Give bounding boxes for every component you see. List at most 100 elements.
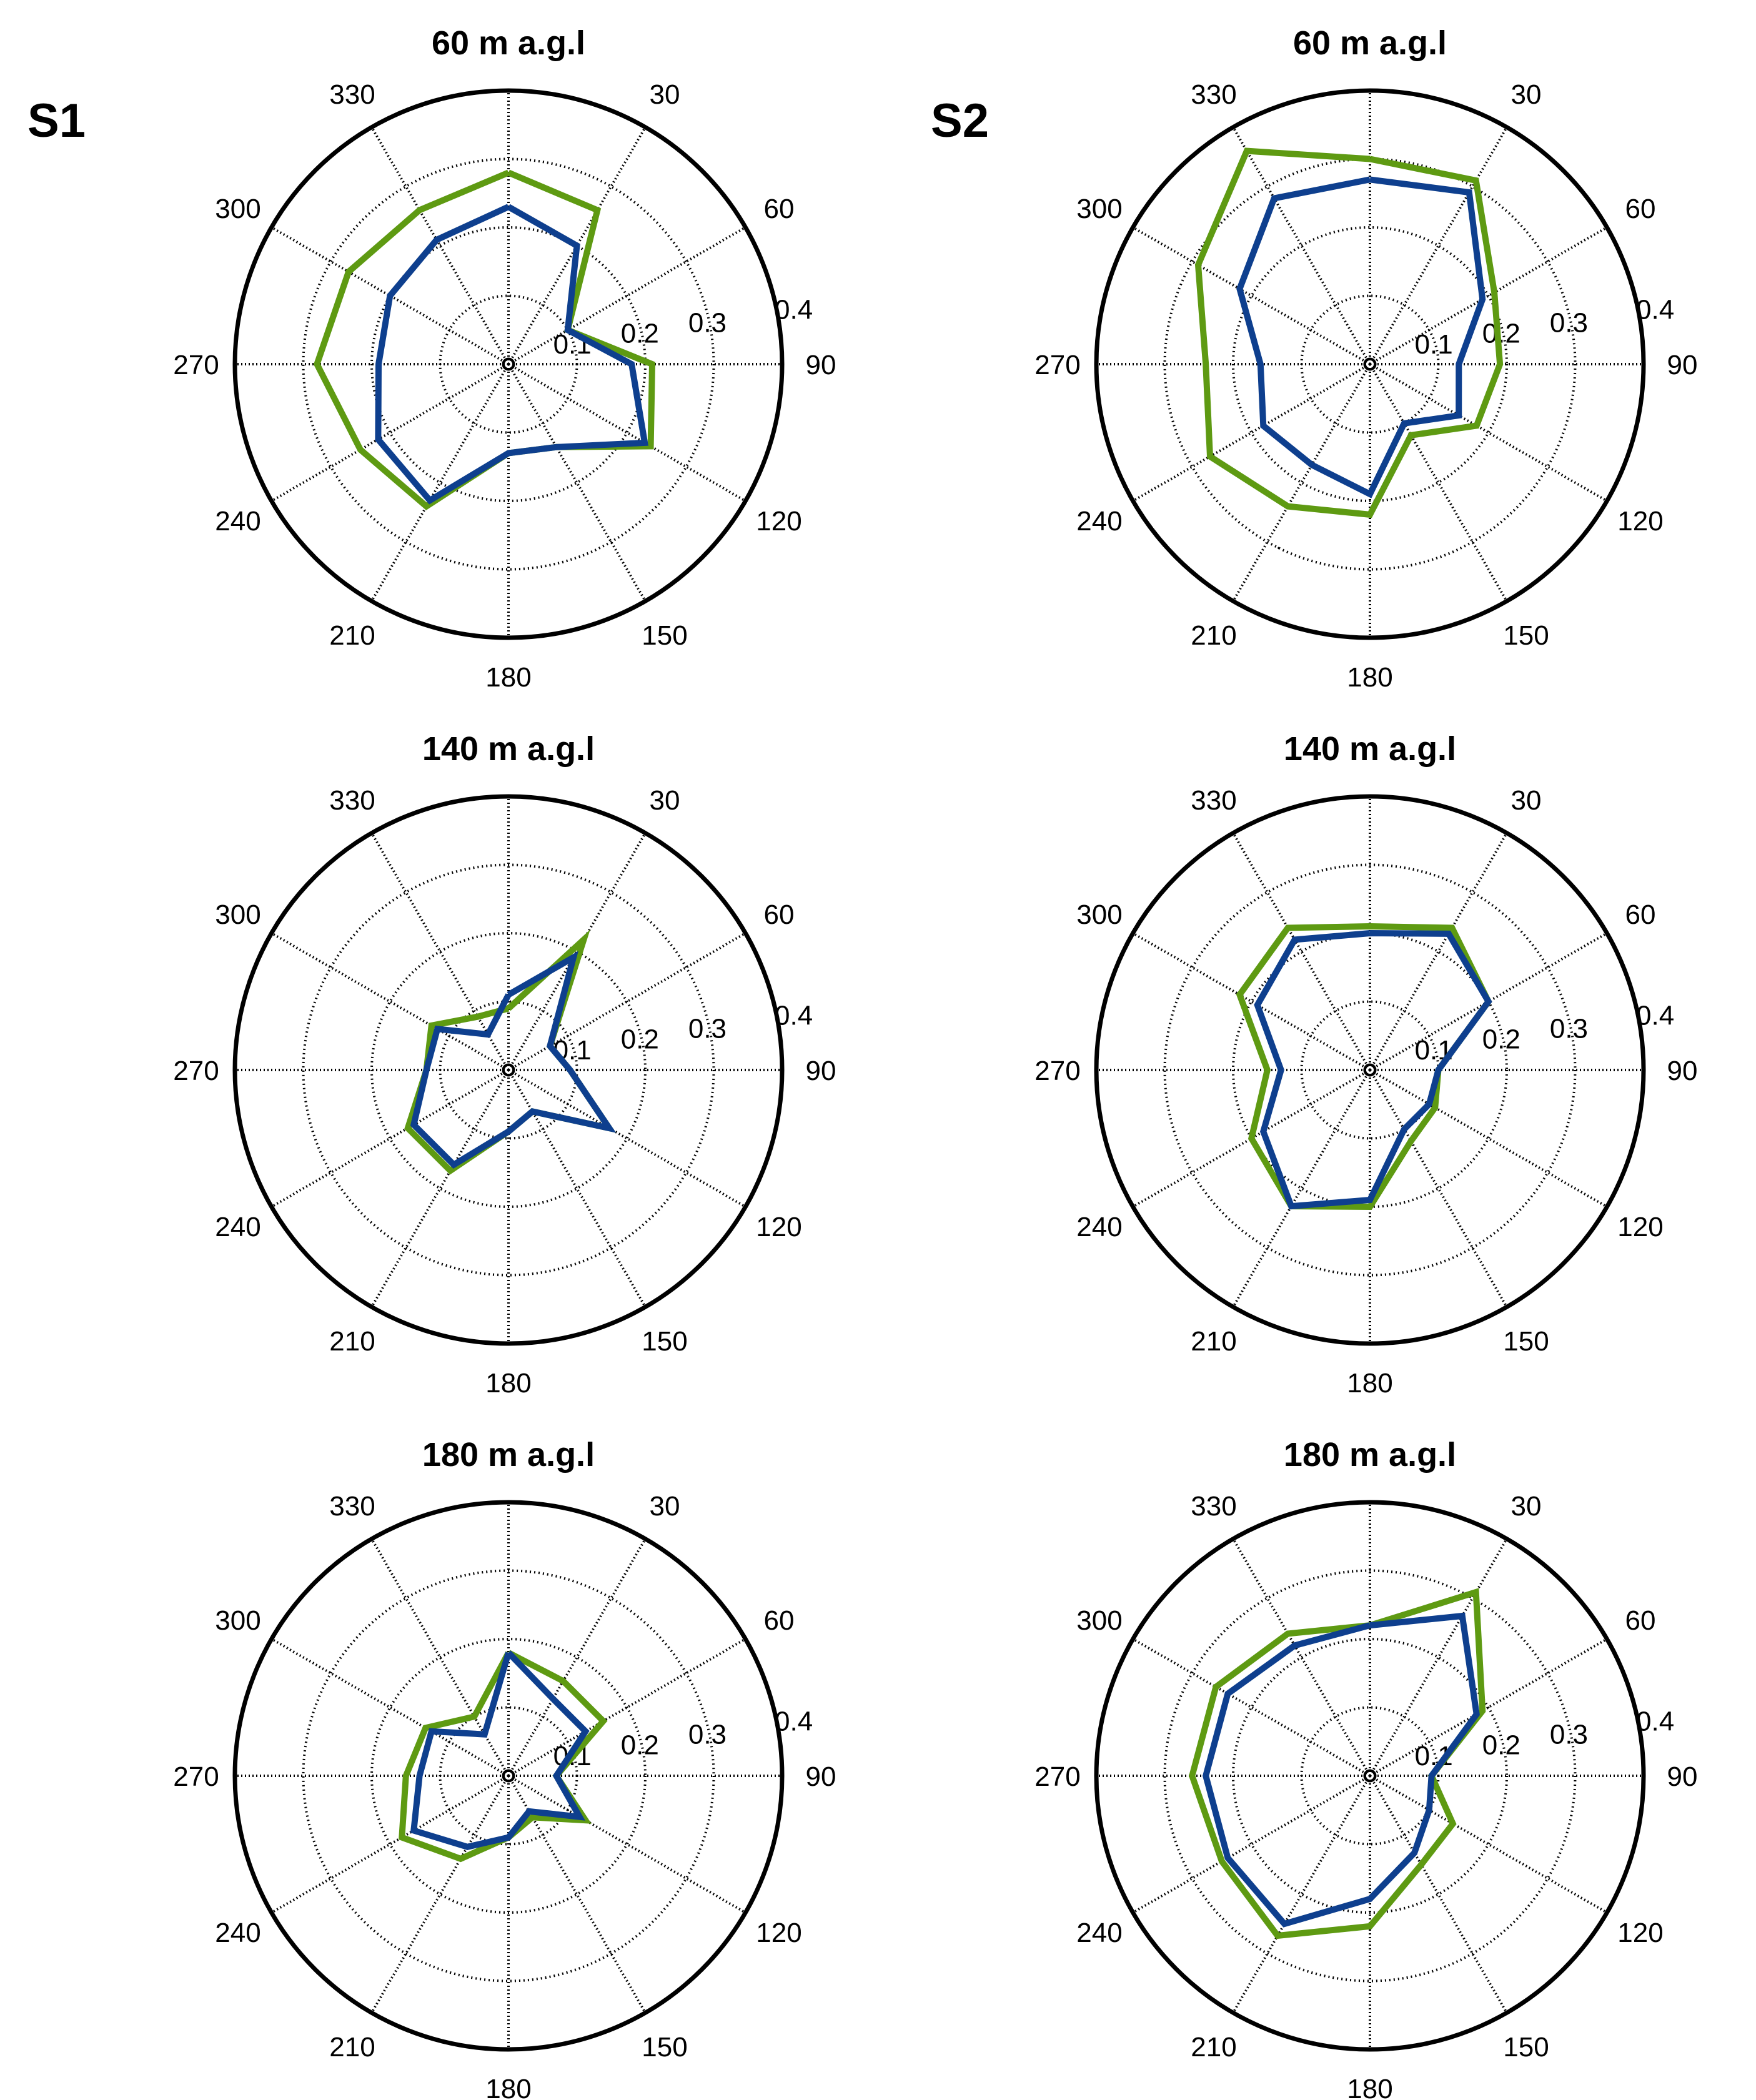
radial-tick-label: 0.4 xyxy=(1636,294,1674,325)
panel-title-s2-60m: 60 m a.g.l xyxy=(1292,24,1447,62)
angle-label: 240 xyxy=(215,1918,260,1948)
angle-label: 330 xyxy=(1191,1491,1236,1522)
spoke-line xyxy=(370,1538,510,1777)
spoke-line xyxy=(1132,932,1371,1071)
polar-chart-s2-60m: 0.1 0.2 0.3 0.43060901201501802102402703003… xyxy=(1034,79,1697,693)
angle-label: 300 xyxy=(1076,194,1122,224)
angle-label: 300 xyxy=(1076,899,1122,930)
angle-label: 270 xyxy=(1034,350,1080,380)
spoke-line xyxy=(507,1069,747,1208)
angle-label: 180 xyxy=(1347,2074,1392,2100)
spoke-line xyxy=(1132,363,1371,502)
series-line-green xyxy=(1194,147,1504,518)
angle-label: 330 xyxy=(1191,79,1236,110)
series-line-blue xyxy=(410,1650,590,1850)
radial-tick-label: 0.2 xyxy=(621,1730,659,1761)
panel-title-s1-140m: 140 m a.g.l xyxy=(422,730,595,768)
spoke-line xyxy=(1369,364,1508,602)
spoke-line xyxy=(370,126,510,365)
spoke-line xyxy=(370,1775,510,2014)
angle-label: 60 xyxy=(1625,194,1656,224)
angle-label: 60 xyxy=(764,194,795,224)
outer-ring xyxy=(232,1500,785,2052)
spoke-line xyxy=(270,1069,510,1208)
spoke-line xyxy=(1369,832,1508,1071)
grid-ring xyxy=(1163,1569,1577,1983)
radial-tick-label: 0.3 xyxy=(688,1720,727,1750)
grid-ring xyxy=(302,157,715,571)
spoke-line xyxy=(507,832,647,1071)
spoke-line xyxy=(507,1638,747,1777)
spoke-line xyxy=(507,1069,647,1308)
angle-label: 180 xyxy=(1347,662,1392,693)
angle-label: 240 xyxy=(215,506,260,537)
angle-label: 150 xyxy=(642,620,687,651)
angle-label: 240 xyxy=(1076,506,1122,537)
angle-label: 120 xyxy=(1617,506,1663,537)
spoke-line xyxy=(1369,226,1608,365)
angle-label: 210 xyxy=(1191,1326,1236,1357)
center-marker xyxy=(502,1063,515,1077)
panel-title-s1-60m: 60 m a.g.l xyxy=(431,24,586,62)
spoke-line xyxy=(1132,226,1371,365)
spoke-line xyxy=(1232,832,1371,1071)
grid-ring xyxy=(1300,294,1440,434)
spoke-line xyxy=(507,364,647,602)
spoke-line xyxy=(1369,1775,1508,2014)
angle-label: 60 xyxy=(764,1605,795,1636)
outer-ring xyxy=(1094,1500,1646,2052)
angle-label: 30 xyxy=(650,79,680,110)
polar-chart-s2-140m: 0.1 0.2 0.3 0.43060901201501802102402703003… xyxy=(1034,785,1697,1399)
angle-label: 60 xyxy=(1625,1605,1656,1636)
angle-label: 120 xyxy=(756,1212,801,1242)
panel-title-s1-180m: 180 m a.g.l xyxy=(422,1436,595,1473)
spoke-line xyxy=(1369,1775,1608,1914)
spoke-line xyxy=(1369,932,1608,1071)
radial-tick-label: 0.3 xyxy=(688,1014,727,1044)
radial-tick-label: 0.4 xyxy=(1636,1706,1674,1736)
radial-tick-label: 0.4 xyxy=(775,1000,813,1031)
outer-ring xyxy=(1094,88,1646,640)
spoke-line xyxy=(507,363,747,502)
radial-tick-label: 0.4 xyxy=(775,294,813,325)
series-line-blue xyxy=(1236,176,1486,498)
grid-ring xyxy=(370,932,647,1208)
angle-label: 120 xyxy=(756,1918,801,1948)
angle-label: 300 xyxy=(215,899,260,930)
spoke-line xyxy=(270,932,510,1071)
angle-label: 90 xyxy=(1667,1761,1698,1792)
spoke-line xyxy=(1369,1069,1608,1208)
grid-ring xyxy=(302,863,715,1277)
angle-label: 90 xyxy=(1667,350,1698,380)
polar-chart-s1-60m: 0.1 0.2 0.3 0.43060901201501802102402703003… xyxy=(173,79,836,693)
spoke-line xyxy=(1369,1069,1508,1308)
angle-label: 30 xyxy=(650,785,680,816)
angle-label: 330 xyxy=(329,79,375,110)
angle-label: 30 xyxy=(1511,785,1542,816)
angle-label: 150 xyxy=(642,2032,687,2063)
angle-label: 90 xyxy=(806,1761,836,1792)
spoke-line xyxy=(270,226,510,365)
spoke-line xyxy=(507,1775,747,1914)
angle-label: 240 xyxy=(215,1212,260,1242)
angle-label: 270 xyxy=(1034,1761,1080,1792)
angle-label: 30 xyxy=(1511,79,1542,110)
angle-label: 240 xyxy=(1076,1212,1122,1242)
spoke-line xyxy=(1369,126,1508,365)
angle-label: 30 xyxy=(650,1491,680,1522)
spoke-line xyxy=(1369,1638,1608,1777)
polar-chart-s2-180m: 0.1 0.2 0.3 0.43060901201501802102402703003… xyxy=(1034,1491,1697,2100)
angle-label: 300 xyxy=(1076,1605,1122,1636)
spoke-line xyxy=(507,126,647,365)
grid-ring xyxy=(439,294,578,434)
spoke-line xyxy=(1232,126,1371,365)
radial-tick-label: 0.3 xyxy=(1550,1014,1588,1044)
angle-label: 90 xyxy=(806,350,836,380)
radial-tick-label: 0.2 xyxy=(621,319,659,349)
spoke-line xyxy=(1132,1775,1371,1914)
center-marker xyxy=(1363,357,1377,371)
site-label-s2: S2 xyxy=(931,94,989,147)
angle-label: 120 xyxy=(756,506,801,537)
